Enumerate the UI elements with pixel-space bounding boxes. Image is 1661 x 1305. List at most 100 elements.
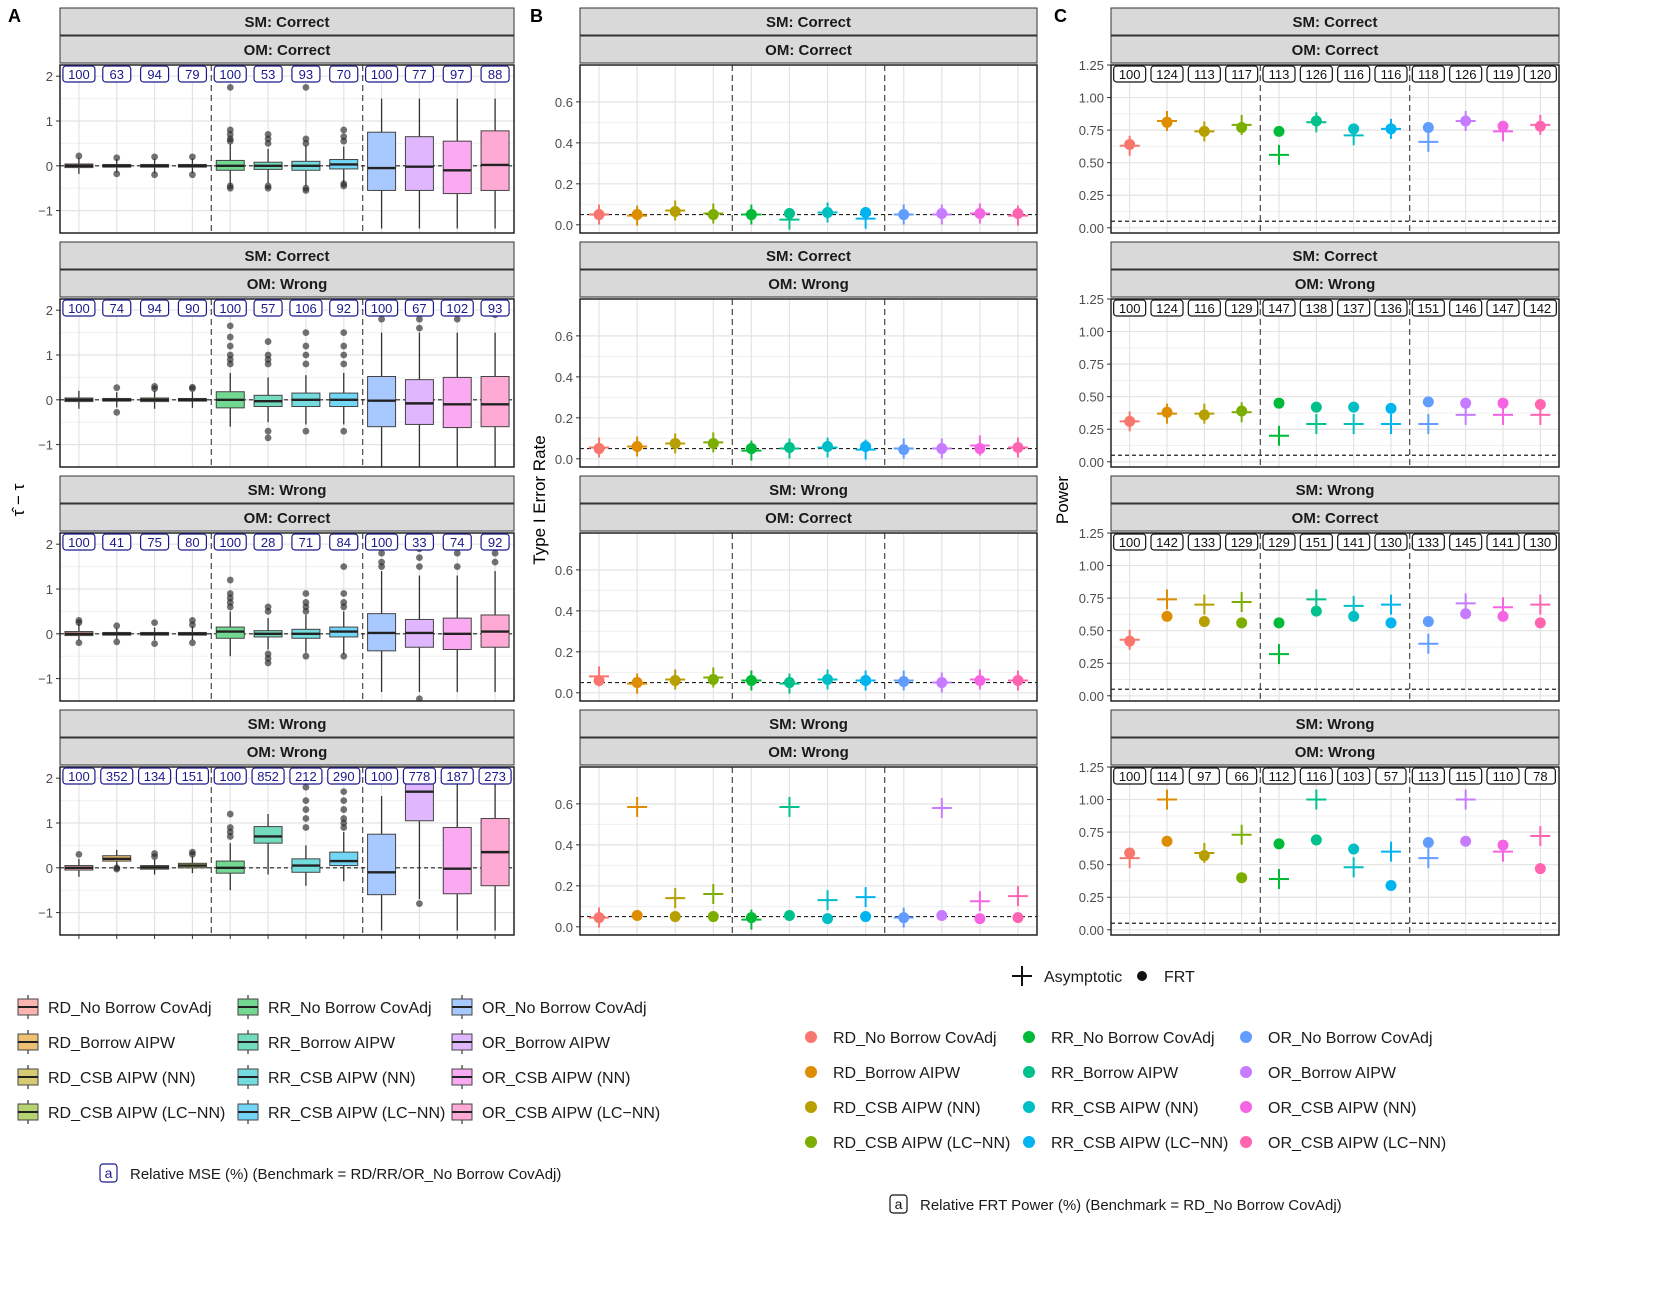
outlier (226, 342, 234, 350)
strip-om-label: OM: Correct (1292, 510, 1379, 527)
plot-border (1110, 64, 1560, 234)
relative-mse-label: 67 (412, 301, 426, 316)
points (1119, 589, 1551, 665)
facet-A-2: SM: Correct OM: Wrong 2 1 0 −1 100 74 94 90 100 57 1… (38, 241, 515, 468)
legend-A-label: RR_CSB AIPW (NN) (268, 1070, 416, 1087)
panel-letter-C: C (1054, 6, 1067, 26)
y-tick-label: 0.50 (1079, 858, 1104, 873)
relative-mse-label: 53 (261, 67, 275, 82)
relative-mse-label-box (480, 299, 510, 317)
plot-area (580, 299, 1037, 467)
relative-power-label-box (1375, 767, 1407, 785)
frt-point (1534, 863, 1546, 875)
strip-om-label: OM: Wrong (247, 744, 328, 761)
boxplots (64, 533, 510, 701)
outlier (226, 360, 234, 368)
relative-power-label: 129 (1231, 301, 1253, 316)
outlier (340, 797, 348, 804)
legend-A-label: RR_No Borrow CovAdj (268, 1000, 432, 1017)
legend-BC-label: RR_Borrow AIPW (1051, 1065, 1179, 1082)
relative-mse-label: 100 (219, 67, 241, 82)
legend-A-item: OR_Borrow AIPW (451, 1030, 611, 1054)
relative-mse-label-box (102, 65, 132, 83)
frt-point (822, 913, 834, 925)
outlier (151, 153, 158, 161)
legend-A-label: RR_CSB AIPW (LC−NN) (268, 1105, 445, 1122)
strip-om (1110, 269, 1560, 298)
relative-mse-label: 77 (412, 67, 426, 82)
y-tick-label: 0.4 (555, 838, 573, 853)
y-tick-label: 1.00 (1079, 793, 1104, 808)
frt-point (1460, 397, 1472, 409)
relative-power-label: 142 (1529, 301, 1551, 316)
legend-BC-item: RR_No Borrow CovAdj (1023, 1030, 1215, 1047)
legend-BC-item: OR_CSB AIPW (LC−NN) (1240, 1135, 1446, 1152)
outlier (302, 797, 310, 804)
strip-sm-label: SM: Correct (766, 14, 851, 31)
relative-mse-label: 100 (68, 301, 90, 316)
relative-mse-label: 88 (488, 67, 502, 82)
frt-point (1385, 402, 1397, 414)
strip-om-label: OM: Wrong (247, 276, 328, 293)
relative-mse-label-box (442, 533, 472, 551)
relative-mse-label: 100 (371, 301, 393, 316)
panel-letter-A: A (8, 6, 21, 26)
legend-key-dot (1023, 1136, 1035, 1148)
strip-om (59, 269, 515, 298)
shape-legend: Asymptotic FRT (1012, 966, 1195, 986)
outlier (113, 622, 121, 630)
legend-BC-label: RD_Borrow AIPW (833, 1065, 961, 1082)
frt-point (1422, 122, 1434, 134)
outlier (302, 187, 310, 194)
outlier (378, 315, 385, 323)
outlier (226, 184, 234, 192)
relative-power-label-box (1337, 533, 1371, 551)
outlier (302, 590, 310, 597)
outlier (491, 549, 499, 557)
relative-power-label-box (1374, 65, 1408, 83)
strip-sm-label: SM: Wrong (248, 716, 327, 733)
relative-power-label-box (1150, 299, 1184, 317)
points (1119, 789, 1551, 892)
strip-sm (59, 241, 515, 270)
strip-sm (579, 241, 1038, 270)
relative-power-label: 133 (1417, 535, 1439, 550)
frt-point (1012, 912, 1024, 924)
relative-mse-label-box (327, 767, 361, 785)
relative-power-label: 120 (1529, 67, 1551, 82)
legend-A-note: Relative MSE (%) (Benchmark = RD/RR/OR_N… (130, 1166, 561, 1183)
box (253, 826, 283, 844)
y-tick-label: 1.25 (1079, 526, 1104, 541)
relative-power-label-box (1113, 767, 1147, 785)
relative-mse-label-box (364, 533, 399, 551)
relative-power-label: 141 (1492, 535, 1514, 550)
y-axis-title-C: Power (1053, 476, 1072, 525)
legend-key-dot (805, 1066, 817, 1078)
outlier (264, 184, 272, 192)
outlier (113, 408, 121, 416)
frt-point (1497, 397, 1509, 409)
outlier (226, 603, 234, 611)
legend-BC-item: RD_CSB AIPW (LC−NN) (805, 1135, 1010, 1152)
relative-power-label: 138 (1305, 301, 1327, 316)
outlier (226, 833, 234, 840)
legend-A-label: OR_No Borrow CovAdj (482, 1000, 647, 1017)
plot-border (59, 298, 515, 468)
relative-power-label: 66 (1234, 769, 1248, 784)
frt-point (1422, 616, 1434, 628)
outlier (75, 850, 83, 858)
relative-power-label: 114 (1157, 769, 1178, 784)
y-tick-label: 0.25 (1079, 188, 1104, 203)
legend-key-dot (805, 1101, 817, 1113)
box (329, 851, 359, 867)
relative-mse-label-box (478, 767, 512, 785)
plot-area (1111, 533, 1559, 701)
relative-power-label-box (1337, 299, 1371, 317)
legend-key-dot (1023, 1066, 1035, 1078)
y-tick-label: 0.2 (555, 411, 573, 426)
relative-mse-label: 352 (106, 769, 128, 784)
outlier (302, 815, 310, 822)
facet-A-3: SM: Wrong OM: Correct 2 1 0 −1 100 41 75 80 100 28 7… (38, 475, 515, 702)
facet-A-4: SM: Wrong OM: Wrong 2 1 0 −1 100 352 134 151 100 85… (38, 709, 515, 939)
y-tick-label: 0 (46, 627, 53, 642)
